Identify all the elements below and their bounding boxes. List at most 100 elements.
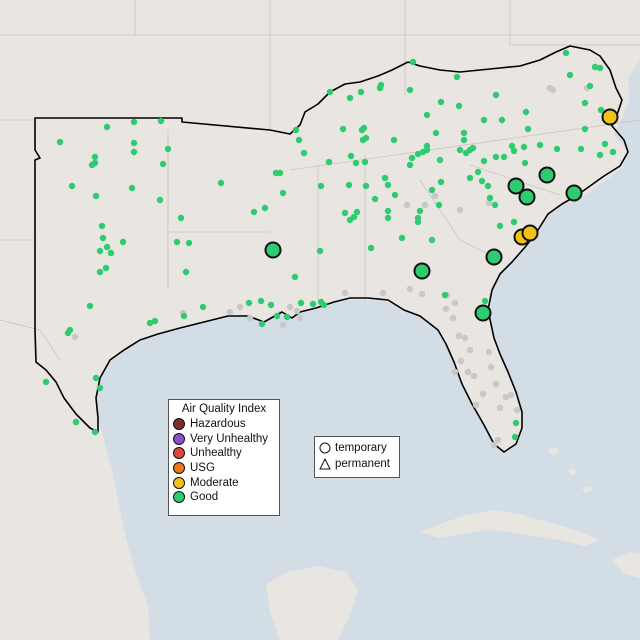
inactive-monitor-marker[interactable] (451, 368, 459, 376)
temporary-monitor-marker[interactable] (264, 241, 282, 259)
monitor-marker[interactable] (103, 243, 111, 251)
inactive-monitor-marker[interactable] (490, 441, 498, 449)
inactive-monitor-marker[interactable] (492, 380, 500, 388)
monitor-marker[interactable] (390, 136, 398, 144)
monitor-marker[interactable] (96, 268, 104, 276)
monitor-marker[interactable] (151, 317, 159, 325)
inactive-monitor-marker[interactable] (449, 314, 457, 322)
monitor-marker[interactable] (72, 418, 80, 426)
inactive-monitor-marker[interactable] (341, 289, 349, 297)
monitor-marker[interactable] (130, 118, 138, 126)
temporary-monitor-marker[interactable] (565, 184, 583, 202)
inactive-monitor-marker[interactable] (279, 321, 287, 329)
monitor-marker[interactable] (391, 191, 399, 199)
monitor-marker[interactable] (217, 179, 225, 187)
monitor-marker[interactable] (130, 148, 138, 156)
inactive-monitor-marker[interactable] (461, 334, 469, 342)
monitor-marker[interactable] (508, 142, 516, 150)
monitor-marker[interactable] (596, 64, 604, 72)
monitor-marker[interactable] (325, 158, 333, 166)
monitor-marker[interactable] (367, 244, 375, 252)
monitor-marker[interactable] (291, 273, 299, 281)
temporary-monitor-marker[interactable] (485, 248, 503, 266)
monitor-marker[interactable] (357, 88, 365, 96)
monitor-marker[interactable] (273, 312, 281, 320)
monitor-marker[interactable] (480, 157, 488, 165)
monitor-marker[interactable] (456, 146, 464, 154)
inactive-monitor-marker[interactable] (456, 206, 464, 214)
monitor-marker[interactable] (481, 297, 489, 305)
monitor-marker[interactable] (466, 174, 474, 182)
monitor-marker[interactable] (353, 208, 361, 216)
inactive-monitor-marker[interactable] (421, 201, 429, 209)
monitor-marker[interactable] (384, 181, 392, 189)
monitor-marker[interactable] (520, 143, 528, 151)
temporary-monitor-marker[interactable] (518, 188, 536, 206)
inactive-monitor-marker[interactable] (403, 201, 411, 209)
inactive-monitor-marker[interactable] (496, 404, 504, 412)
inactive-monitor-marker[interactable] (379, 289, 387, 297)
monitor-marker[interactable] (64, 329, 72, 337)
monitor-marker[interactable] (182, 268, 190, 276)
monitor-marker[interactable] (361, 158, 369, 166)
inactive-monitor-marker[interactable] (472, 401, 480, 409)
inactive-monitor-marker[interactable] (431, 192, 439, 200)
monitor-marker[interactable] (436, 156, 444, 164)
monitor-marker[interactable] (480, 116, 488, 124)
monitor-marker[interactable] (185, 239, 193, 247)
monitor-marker[interactable] (103, 123, 111, 131)
monitor-marker[interactable] (484, 182, 492, 190)
monitor-marker[interactable] (384, 214, 392, 222)
monitor-marker[interactable] (510, 218, 518, 226)
monitor-marker[interactable] (562, 49, 570, 57)
monitor-marker[interactable] (279, 189, 287, 197)
monitor-marker[interactable] (609, 148, 617, 156)
inactive-monitor-marker[interactable] (293, 307, 301, 315)
monitor-marker[interactable] (159, 160, 167, 168)
monitor-marker[interactable] (371, 195, 379, 203)
monitor-marker[interactable] (326, 88, 334, 96)
inactive-monitor-marker[interactable] (406, 285, 414, 293)
monitor-marker[interactable] (601, 140, 609, 148)
monitor-marker[interactable] (91, 428, 99, 436)
monitor-marker[interactable] (98, 222, 106, 230)
monitor-marker[interactable] (491, 201, 499, 209)
inactive-monitor-marker[interactable] (479, 390, 487, 398)
inactive-monitor-marker[interactable] (457, 357, 465, 365)
monitor-marker[interactable] (469, 144, 477, 152)
monitor-marker[interactable] (345, 181, 353, 189)
monitor-marker[interactable] (492, 91, 500, 99)
inactive-monitor-marker[interactable] (296, 314, 304, 322)
monitor-marker[interactable] (316, 247, 324, 255)
inactive-monitor-marker[interactable] (455, 332, 463, 340)
monitor-marker[interactable] (292, 126, 300, 134)
monitor-marker[interactable] (377, 81, 385, 89)
inactive-monitor-marker[interactable] (466, 346, 474, 354)
monitor-marker[interactable] (524, 125, 532, 133)
monitor-marker[interactable] (510, 147, 518, 155)
inactive-monitor-marker[interactable] (442, 305, 450, 313)
monitor-marker[interactable] (92, 192, 100, 200)
inactive-monitor-marker[interactable] (485, 199, 493, 207)
monitor-marker[interactable] (346, 216, 354, 224)
monitor-marker[interactable] (309, 300, 317, 308)
monitor-marker[interactable] (199, 303, 207, 311)
monitor-marker[interactable] (581, 125, 589, 133)
monitor-marker[interactable] (180, 312, 188, 320)
monitor-marker[interactable] (257, 297, 265, 305)
inactive-monitor-marker[interactable] (71, 333, 79, 341)
monitor-marker[interactable] (416, 207, 424, 215)
monitor-marker[interactable] (164, 145, 172, 153)
monitor-marker[interactable] (597, 106, 605, 114)
monitor-marker[interactable] (267, 301, 275, 309)
inactive-monitor-marker[interactable] (549, 86, 557, 94)
inactive-monitor-marker[interactable] (494, 436, 502, 444)
monitor-marker[interactable] (577, 145, 585, 153)
monitor-marker[interactable] (128, 184, 136, 192)
temporary-monitor-marker[interactable] (507, 177, 525, 195)
temporary-monitor-marker[interactable] (538, 166, 556, 184)
monitor-marker[interactable] (359, 136, 367, 144)
monitor-marker[interactable] (414, 218, 422, 226)
monitor-marker[interactable] (500, 153, 508, 161)
monitor-marker[interactable] (245, 299, 253, 307)
